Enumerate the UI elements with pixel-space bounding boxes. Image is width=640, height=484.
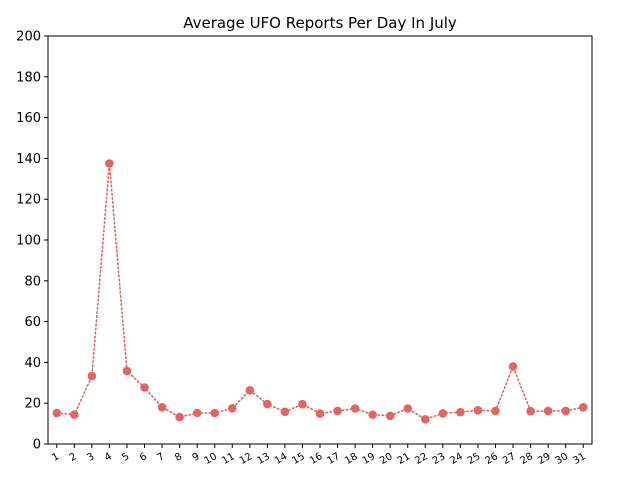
x-tick-label: 21 xyxy=(396,451,413,467)
y-tick-label: 0 xyxy=(33,438,41,453)
x-tick-label: 7 xyxy=(156,451,167,464)
x-tick-label: 2 xyxy=(68,451,79,464)
x-tick-label: 4 xyxy=(103,451,114,464)
data-point xyxy=(403,404,413,413)
x-tick-label: 9 xyxy=(191,451,202,464)
data-point xyxy=(105,159,114,168)
data-point xyxy=(227,404,237,413)
data-point xyxy=(473,406,483,415)
x-tick-label: 1 xyxy=(50,451,61,464)
y-tick-label: 100 xyxy=(16,234,41,249)
data-point xyxy=(87,371,97,381)
data-point xyxy=(385,411,395,421)
x-tick-label: 31 xyxy=(571,451,588,467)
x-tick-label: 18 xyxy=(343,451,360,467)
data-point xyxy=(70,410,79,419)
data-point xyxy=(526,406,535,416)
y-tick-label: 80 xyxy=(24,274,41,289)
data-point xyxy=(192,408,202,418)
x-tick-label: 6 xyxy=(138,451,149,464)
x-tick-label: 17 xyxy=(326,451,343,467)
y-tick-label: 200 xyxy=(16,30,41,45)
data-point xyxy=(157,402,167,412)
data-point xyxy=(122,366,132,376)
x-tick-label: 16 xyxy=(308,451,325,467)
chart-title: Average UFO Reports Per Day In July xyxy=(183,14,457,32)
data-point xyxy=(438,409,448,418)
data-point xyxy=(508,362,518,371)
y-tick-label: 40 xyxy=(24,356,41,371)
data-point xyxy=(280,407,290,417)
x-axis: 1 2 3 4 5 6 7 8 9 10 11 12 13 14 15 16 17 18 19 20 21 22 23 24 2… xyxy=(50,444,588,467)
data-point xyxy=(245,386,255,395)
x-tick-label: 30 xyxy=(554,451,571,467)
x-tick-label: 3 xyxy=(85,451,96,464)
data-point xyxy=(298,399,307,409)
y-axis: 0 20 40 60 80 100 120 140 160 180 200 xyxy=(16,30,48,453)
data-point xyxy=(578,402,588,412)
y-tick-label: 20 xyxy=(24,397,41,412)
x-tick-label: 22 xyxy=(413,451,430,467)
series-layer xyxy=(52,159,588,424)
data-point xyxy=(52,408,62,418)
x-tick-label: 26 xyxy=(483,451,500,467)
data-point xyxy=(263,399,272,409)
data-point xyxy=(561,406,570,416)
plot-area xyxy=(47,35,593,445)
x-tick-label: 10 xyxy=(203,451,220,467)
y-tick-label: 120 xyxy=(16,193,41,208)
x-tick-label: 25 xyxy=(466,451,483,467)
y-tick-label: 180 xyxy=(16,70,41,85)
x-tick-label: 15 xyxy=(290,451,307,467)
data-point xyxy=(140,383,149,392)
data-point xyxy=(350,404,360,413)
x-tick-label: 8 xyxy=(173,451,184,464)
x-tick-label: 24 xyxy=(448,451,465,467)
data-point xyxy=(210,408,220,418)
x-tick-label: 13 xyxy=(255,451,272,467)
data-point xyxy=(333,406,342,416)
x-tick-label: 19 xyxy=(361,451,378,467)
x-tick-label: 27 xyxy=(501,451,518,467)
data-point xyxy=(420,415,430,424)
x-tick-label: 12 xyxy=(238,451,255,467)
data-point xyxy=(368,410,377,419)
y-tick-label: 160 xyxy=(16,111,41,126)
y-tick-label: 140 xyxy=(16,152,41,167)
x-tick-label: 29 xyxy=(536,451,553,467)
y-tick-label: 60 xyxy=(24,315,41,330)
series-line xyxy=(55,163,585,421)
data-point xyxy=(543,406,553,416)
x-tick-label: 5 xyxy=(120,451,131,464)
x-tick-label: 23 xyxy=(431,451,448,467)
data-point xyxy=(491,406,500,416)
data-point xyxy=(456,407,465,417)
x-tick-label: 20 xyxy=(378,451,395,467)
x-tick-label: 28 xyxy=(519,451,536,467)
data-point xyxy=(315,409,325,418)
data-point xyxy=(175,412,184,422)
x-tick-label: 14 xyxy=(273,451,290,467)
x-tick-label: 11 xyxy=(220,451,237,467)
